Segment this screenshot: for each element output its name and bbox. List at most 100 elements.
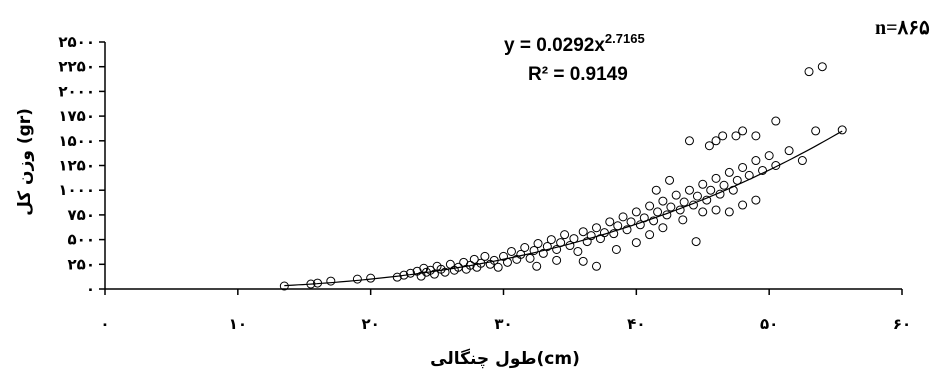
data-point [406,268,416,278]
data-point [578,256,588,266]
data-point [326,276,336,286]
data-point [771,161,781,170]
sample-size-label: n=۸۶۵ [875,17,930,39]
y-tick-label: ۱۵۰۰ [58,132,95,150]
x-tick-label: ۵۰ [760,315,778,333]
y-tick-label: ۱۲۵۰ [58,157,95,175]
x-tick-label: ۴۰ [627,315,645,333]
x-tick-label: ۰ [100,315,109,333]
data-point [665,175,675,185]
data-point [573,246,583,256]
data-point [591,223,601,233]
data-point [764,151,774,161]
data-point [698,207,708,217]
y-tick-label: ۰ [86,280,95,298]
data-point [817,62,827,72]
data-point [546,235,556,245]
y-tick-label: ۲۵۰۰ [58,33,95,51]
data-point [542,242,552,252]
data-point [797,156,807,166]
data-point [837,125,847,135]
data-point [724,207,734,217]
data-point [533,239,543,249]
x-tick-label: ۱۰ [229,315,247,333]
data-point [538,248,548,258]
y-tick-label: ۱۰۰۰ [58,181,95,199]
data-point [613,221,623,231]
data-point [706,185,716,195]
x-axis-ticks: ۰ ۱۰ ۲۰ ۳۰ ۴۰ ۵۰ ۶۰ [100,289,911,333]
data-point [651,185,661,195]
data-point [758,165,768,175]
data-point [560,230,570,240]
data-point [666,202,676,212]
data-point [279,281,289,291]
data-point [751,156,761,166]
data-point [618,212,628,222]
data-point [678,215,688,225]
data-point [480,251,490,261]
data-point [684,136,694,146]
data-point [751,131,761,141]
data-point [469,254,479,264]
data-point [711,205,721,215]
data-point [578,227,588,237]
x-tick-label: ۲۰ [362,315,380,333]
data-point [525,253,535,263]
data-point [698,179,708,189]
y-axis-ticks: ۰ ۲۵۰ ۵۰۰ ۷۵۰ ۱۰۰۰ ۱۲۵۰ ۱۵۰۰ ۱۷۵۰ ۲۰۰۰ ۲۲۵۰ ۲۵۰۰ [58,33,105,298]
x-axis-title: طول چنگالی(cm) [430,348,580,369]
data-point [704,141,714,151]
data-point [711,173,721,183]
data-point [631,238,641,248]
data-point [586,231,596,241]
data-point [679,197,689,207]
data-point [429,269,439,279]
data-point [738,126,748,136]
data-point [731,131,741,141]
data-point [529,245,539,255]
y-tick-label: ۷۵۰ [68,206,95,224]
x-tick-label: ۳۰ [494,315,512,333]
data-point [771,116,781,126]
data-point [653,207,663,217]
y-tick-label: ۲۰۰۰ [58,82,95,100]
data-point [684,185,694,195]
data-point [784,146,794,156]
data-point [692,191,702,201]
data-point [552,255,562,265]
data-point [738,162,748,172]
data-point [622,225,632,235]
data-point [440,267,450,277]
y-tick-label: ۱۷۵۰ [58,107,95,125]
y-axis-title: وزن کل (gr) [15,108,35,216]
y-tick-label: ۲۵۰ [68,255,95,273]
data-point [751,195,761,205]
x-tick-label: ۶۰ [893,315,911,333]
data-point [569,234,579,244]
data-point [445,259,455,269]
data-point [506,246,516,256]
data-point [649,216,659,226]
data-point [532,261,542,271]
data-point [605,217,615,227]
data-point [635,220,645,230]
data-point [366,273,376,283]
trendline-equation: y = 0.0292x2.7165 [504,31,645,56]
data-point [711,136,721,146]
data-point [493,262,503,272]
trendline [284,130,843,287]
data-point [645,201,655,211]
data-point [609,229,619,239]
data-point [520,243,530,253]
data-point [645,230,655,240]
data-point [804,67,814,77]
data-point [718,131,728,141]
y-tick-label: ۵۰۰ [68,231,95,249]
data-point [352,274,362,284]
data-point [691,237,701,247]
data-point [591,261,601,271]
data-point [724,167,734,177]
data-point [719,180,729,190]
